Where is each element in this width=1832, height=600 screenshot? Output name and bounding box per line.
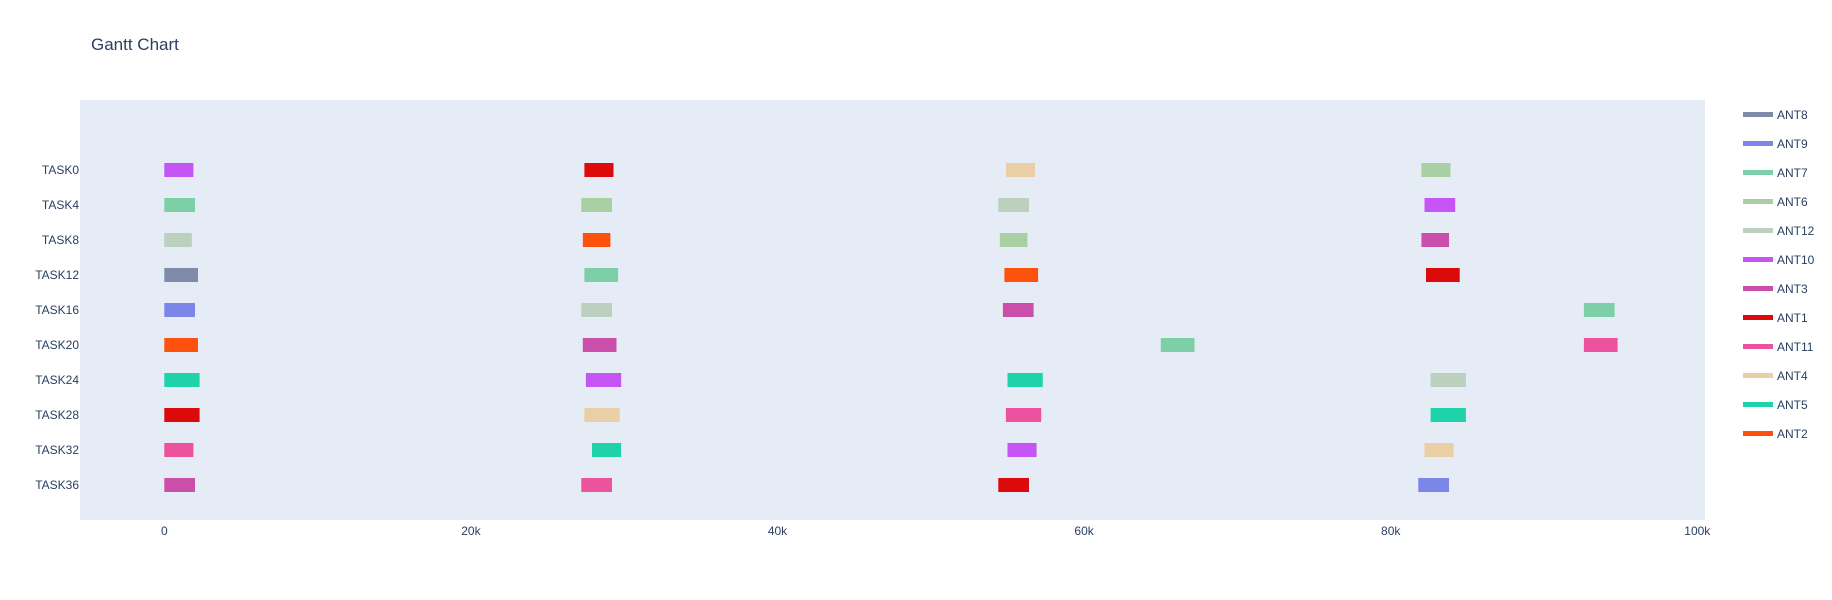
legend-swatch xyxy=(1743,257,1773,262)
gantt-bar-task32-ant5 xyxy=(592,443,622,457)
gantt-bar-task12-ant2 xyxy=(1004,268,1039,282)
gantt-bar-task24-ant10 xyxy=(585,373,622,387)
gantt-bar-task0-ant10 xyxy=(164,163,194,177)
legend-swatch xyxy=(1743,112,1773,117)
legend-swatch xyxy=(1743,344,1773,349)
x-axis: 0 20k 40k 60k 80k 100k xyxy=(161,524,1711,538)
gantt-bar-task24-ant12 xyxy=(1430,373,1466,387)
y-tick-label: TASK32 xyxy=(35,443,79,457)
y-tick-label: TASK28 xyxy=(35,408,79,422)
legend-item-ant12[interactable]: ANT12 xyxy=(1743,224,1815,238)
x-tick-label: 60k xyxy=(1074,524,1094,538)
legend-label: ANT6 xyxy=(1777,195,1808,209)
legend-item-ant9[interactable]: ANT9 xyxy=(1743,137,1808,151)
legend-item-ant10[interactable]: ANT10 xyxy=(1743,253,1815,267)
gantt-bar-task36-ant1 xyxy=(998,478,1029,492)
y-tick-label: TASK12 xyxy=(35,268,79,282)
y-tick-label: TASK24 xyxy=(35,373,79,387)
gantt-bar-task12-ant8 xyxy=(164,268,198,282)
gantt-bar-task4-ant12 xyxy=(998,198,1029,212)
legend-swatch xyxy=(1743,170,1773,175)
gantt-bar-task8-ant6 xyxy=(999,233,1028,247)
gantt-bar-task4-ant10 xyxy=(1424,198,1456,212)
legend-item-ant2[interactable]: ANT2 xyxy=(1743,427,1808,441)
legend-item-ant3[interactable]: ANT3 xyxy=(1743,282,1808,296)
gantt-bar-task20-ant2 xyxy=(164,338,198,352)
legend-swatch xyxy=(1743,431,1773,436)
gantt-bar-task12-ant7 xyxy=(584,268,619,282)
gantt-bar-task0-ant1 xyxy=(584,163,614,177)
y-tick-label: TASK4 xyxy=(42,198,79,212)
legend-swatch xyxy=(1743,141,1773,146)
plot-background xyxy=(80,100,1705,520)
gantt-bar-task16-ant7 xyxy=(1583,303,1615,317)
y-tick-label: TASK8 xyxy=(42,233,79,247)
gantt-bar-task36-ant9 xyxy=(1418,478,1449,492)
legend-label: ANT11 xyxy=(1777,340,1814,354)
gantt-bar-task32-ant11 xyxy=(164,443,194,457)
gantt-bar-task28-ant1 xyxy=(164,408,200,422)
chart-title: Gantt Chart xyxy=(91,35,179,54)
gantt-bar-task8-ant3 xyxy=(1421,233,1449,247)
legend-label: ANT8 xyxy=(1777,108,1808,122)
legend-item-ant6[interactable]: ANT6 xyxy=(1743,195,1808,209)
x-tick-label: 0 xyxy=(161,524,168,538)
legend-label: ANT3 xyxy=(1777,282,1808,296)
legend-swatch xyxy=(1743,286,1773,291)
legend-label: ANT12 xyxy=(1777,224,1815,238)
gantt-bar-task16-ant3 xyxy=(1002,303,1034,317)
gantt-bar-task0-ant6 xyxy=(1421,163,1451,177)
y-axis: TASK0 TASK4 TASK8 TASK12 TASK16 TASK20 TASK24 T… xyxy=(35,163,79,492)
gantt-bar-task28-ant4 xyxy=(584,408,620,422)
gantt-bar-task4-ant6 xyxy=(581,198,612,212)
gantt-bar-task16-ant12 xyxy=(581,303,612,317)
gantt-bar-task20-ant7 xyxy=(1160,338,1195,352)
legend-label: ANT10 xyxy=(1777,253,1815,267)
legend-label: ANT7 xyxy=(1777,166,1808,180)
gantt-bar-task36-ant11 xyxy=(581,478,612,492)
gantt-bar-task16-ant9 xyxy=(164,303,195,317)
x-tick-label: 100k xyxy=(1684,524,1711,538)
legend-label: ANT4 xyxy=(1777,369,1808,383)
legend-item-ant8[interactable]: ANT8 xyxy=(1743,108,1808,122)
y-tick-label: TASK16 xyxy=(35,303,79,317)
y-tick-label: TASK36 xyxy=(35,478,79,492)
legend-swatch xyxy=(1743,402,1773,407)
y-tick-label: TASK20 xyxy=(35,338,79,352)
gantt-bar-task32-ant10 xyxy=(1007,443,1037,457)
legend-item-ant4[interactable]: ANT4 xyxy=(1743,369,1808,383)
legend-item-ant11[interactable]: ANT11 xyxy=(1743,340,1814,354)
gantt-bar-task8-ant2 xyxy=(582,233,611,247)
legend-item-ant7[interactable]: ANT7 xyxy=(1743,166,1808,180)
x-tick-label: 40k xyxy=(768,524,788,538)
gantt-bar-task24-ant5 xyxy=(1007,373,1043,387)
x-tick-label: 20k xyxy=(461,524,481,538)
gantt-bar-task36-ant3 xyxy=(164,478,195,492)
x-tick-label: 80k xyxy=(1381,524,1401,538)
legend-swatch xyxy=(1743,228,1773,233)
legend: ANT8 ANT9 ANT7 ANT6 ANT12 ANT10 ANT3 ANT1 ANT11 A… xyxy=(1743,108,1815,441)
gantt-bar-task28-ant5 xyxy=(1430,408,1466,422)
legend-swatch xyxy=(1743,315,1773,320)
legend-label: ANT2 xyxy=(1777,427,1808,441)
gantt-bar-task32-ant4 xyxy=(1424,443,1454,457)
legend-swatch xyxy=(1743,373,1773,378)
gantt-bar-task28-ant11 xyxy=(1005,408,1042,422)
legend-item-ant5[interactable]: ANT5 xyxy=(1743,398,1808,412)
legend-label: ANT1 xyxy=(1777,311,1808,325)
gantt-bar-task24-ant5 xyxy=(164,373,200,387)
legend-label: ANT5 xyxy=(1777,398,1808,412)
gantt-bar-task12-ant1 xyxy=(1426,268,1460,282)
gantt-bar-task20-ant11 xyxy=(1583,338,1618,352)
gantt-bar-task0-ant4 xyxy=(1005,163,1035,177)
bars-layer xyxy=(164,163,1618,492)
legend-swatch xyxy=(1743,199,1773,204)
gantt-bar-task20-ant3 xyxy=(582,338,617,352)
legend-item-ant1[interactable]: ANT1 xyxy=(1743,311,1808,325)
legend-label: ANT9 xyxy=(1777,137,1808,151)
y-tick-label: TASK0 xyxy=(42,163,79,177)
gantt-bar-task4-ant7 xyxy=(164,198,195,212)
gantt-bar-task8-ant12 xyxy=(164,233,192,247)
